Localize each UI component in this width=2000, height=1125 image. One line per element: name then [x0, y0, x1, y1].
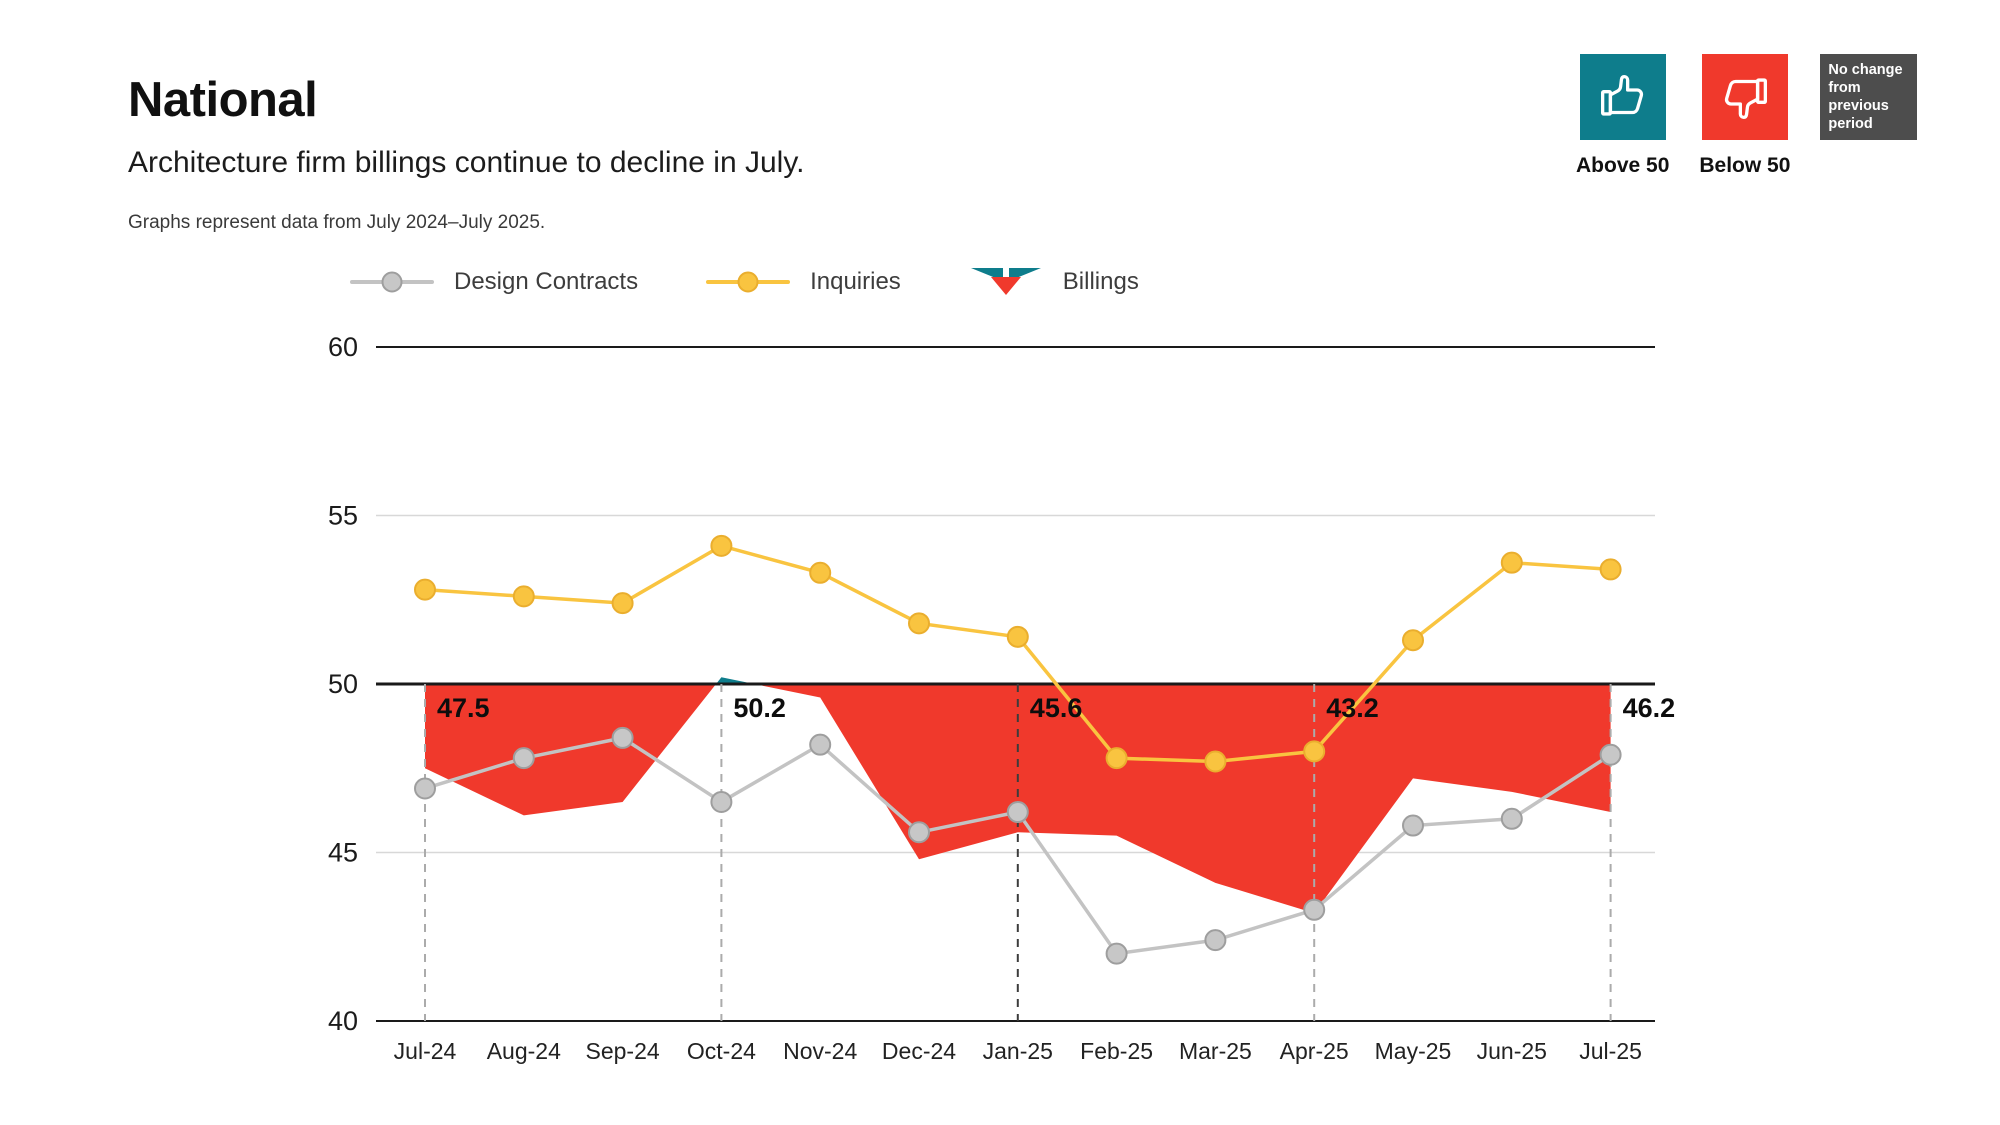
- no-change-note: No change from previous period: [1820, 54, 1918, 140]
- inquiries-point: [414, 578, 436, 601]
- y-tick-label: 55: [328, 501, 358, 531]
- x-tick-label: Jul-25: [1579, 1038, 1642, 1064]
- inquiries-point: [908, 612, 930, 635]
- inquiries-point: [1006, 625, 1029, 648]
- chart-legend: Design Contracts Inquiries Billings: [350, 266, 1139, 298]
- x-tick-label: Aug-24: [487, 1038, 561, 1064]
- inquiries-point: [809, 561, 832, 584]
- legend-label-inquiries: Inquiries: [810, 268, 901, 295]
- x-tick-label: Jun-25: [1477, 1038, 1547, 1064]
- inquiries-marker-icon: [706, 271, 791, 293]
- design-contracts-point: [710, 790, 733, 813]
- x-tick-label: Apr-25: [1280, 1038, 1349, 1064]
- design-contracts-point: [414, 777, 436, 800]
- legend-label-billings: Billings: [1062, 268, 1139, 295]
- thumbs-up-icon: [1579, 54, 1666, 140]
- design-contracts-point: [1303, 898, 1326, 921]
- date-range-caption: Graphs represent data from July 2024–Jul…: [128, 212, 546, 233]
- x-tick-label: May-25: [1375, 1038, 1452, 1064]
- x-tick-label: Jan-25: [983, 1038, 1053, 1064]
- inquiries-point: [710, 534, 733, 557]
- x-tick-label: Mar-25: [1179, 1038, 1252, 1064]
- x-tick-label: Jul-24: [394, 1038, 457, 1064]
- design-contracts-point: [1599, 743, 1622, 766]
- y-tick-label: 45: [328, 838, 358, 868]
- legend-item-inquiries: Inquiries: [706, 268, 901, 296]
- page-title: National: [128, 73, 318, 127]
- annotation-label: 45.6: [1030, 693, 1083, 723]
- billings-marker-icon: [970, 268, 1041, 295]
- thumbs-down-icon: [1701, 54, 1788, 140]
- above-50-label: Above 50: [1576, 154, 1670, 177]
- x-tick-label: Sep-24: [586, 1038, 660, 1064]
- header: National Architecture firm billings cont…: [128, 72, 804, 234]
- inquiries-point: [611, 592, 634, 615]
- x-tick-label: Dec-24: [882, 1038, 956, 1064]
- page-subtitle: Architecture firm billings continue to d…: [128, 146, 805, 179]
- design-contracts-point: [1006, 801, 1029, 824]
- x-tick-label: Nov-24: [783, 1038, 857, 1064]
- x-tick-label: Oct-24: [687, 1038, 756, 1064]
- billings-area-above-50: [425, 677, 1611, 684]
- annotation-label: 50.2: [733, 693, 786, 723]
- design-contracts-point: [1500, 807, 1523, 830]
- design-contracts-point: [611, 726, 634, 749]
- design-contracts-point: [1204, 929, 1227, 952]
- design-contracts-point: [908, 821, 930, 844]
- inquiries-point: [1500, 551, 1523, 574]
- inquiries-point: [1402, 629, 1424, 652]
- design-contracts-point: [809, 733, 832, 756]
- below-50-key: Below 50: [1699, 54, 1790, 178]
- y-tick-label: 40: [328, 1006, 358, 1036]
- design-contracts-point: [1402, 814, 1424, 837]
- design-contracts-point: [1105, 942, 1128, 965]
- inquiries-point: [1204, 750, 1227, 773]
- annotation-label: 47.5: [437, 693, 490, 723]
- design-contracts-point: [512, 747, 535, 770]
- legend-label-design-contracts: Design Contracts: [454, 268, 639, 295]
- design-contracts-marker-icon: [350, 271, 434, 293]
- y-tick-label: 60: [328, 332, 358, 362]
- legend-item-design-contracts: Design Contracts: [350, 268, 638, 296]
- score-key: Above 50 Below 50 No change from previou…: [1576, 54, 1918, 178]
- inquiries-point: [512, 585, 535, 608]
- annotation-label: 43.2: [1326, 693, 1379, 723]
- y-tick-label: 50: [328, 669, 358, 699]
- inquiries-point: [1303, 740, 1326, 763]
- annotation-label: 46.2: [1623, 693, 1676, 723]
- below-50-label: Below 50: [1699, 154, 1791, 177]
- inquiries-point: [1105, 747, 1128, 770]
- legend-item-billings: Billings: [969, 266, 1139, 298]
- x-tick-label: Feb-25: [1080, 1038, 1153, 1064]
- inquiries-point: [1599, 558, 1622, 581]
- above-50-key: Above 50: [1576, 54, 1669, 178]
